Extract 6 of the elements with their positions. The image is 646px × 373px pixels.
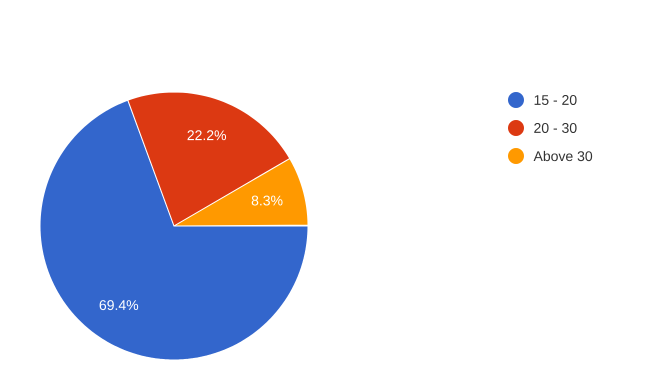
legend-label: 20 - 30: [534, 123, 577, 133]
legend-label: Above 30: [534, 150, 592, 162]
data-label: 22.2%: [188, 130, 226, 140]
data-label: 69.4%: [100, 300, 138, 310]
legend-label: 15 - 20: [534, 95, 577, 105]
data-label: 8.3%: [252, 196, 283, 206]
